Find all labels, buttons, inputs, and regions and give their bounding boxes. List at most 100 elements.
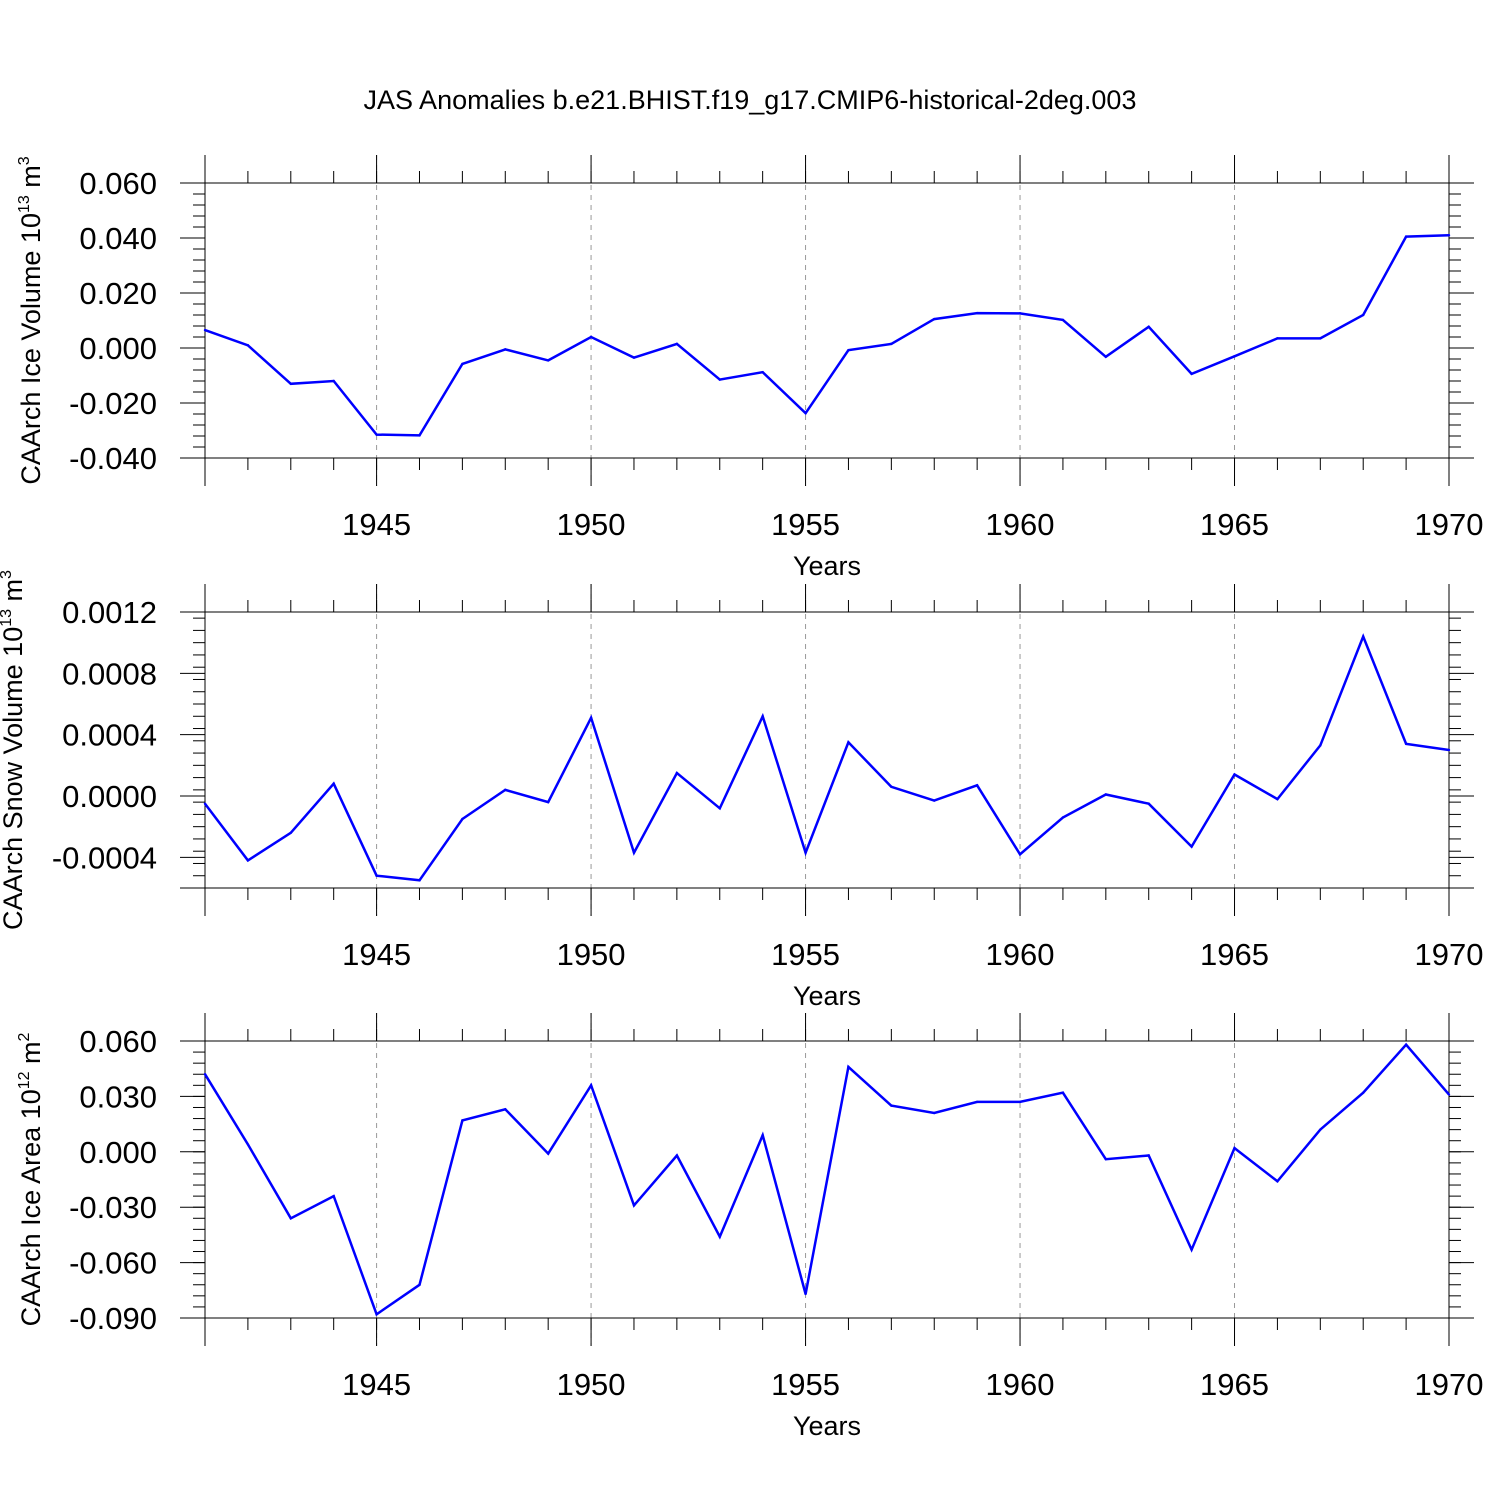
x-tick-label: 1945 (342, 507, 411, 542)
data-point (461, 817, 464, 821)
series-line (204, 633, 1450, 882)
y-tick-label: -0.0004 (52, 840, 157, 875)
y-axis-label-unit-exponent: 2 (16, 1032, 33, 1041)
data-point (418, 879, 421, 882)
y-axis-label-main: CAArch Ice Area 10 (16, 1089, 46, 1326)
data-point (1104, 1157, 1108, 1161)
data-point (1362, 635, 1365, 638)
data-point (1147, 325, 1150, 329)
data-point (1147, 802, 1150, 805)
panel-2: 0.0012 0.0008 0.0004 0.0000 -0.0004 1945 1950 1… (0, 570, 1483, 1011)
data-point (975, 784, 979, 787)
data-point (632, 1204, 636, 1207)
x-tick-label: 1950 (557, 937, 626, 972)
y-tick-label: 0.0008 (62, 656, 157, 691)
data-point (847, 349, 850, 352)
data-point (1104, 355, 1108, 358)
data-point (1061, 318, 1065, 322)
y-tick-label: 0.000 (79, 331, 157, 366)
data-point (1018, 1100, 1022, 1104)
data-point (1018, 312, 1022, 315)
x-axis-label: Years (793, 1411, 861, 1441)
x-tick-label: 1955 (771, 937, 840, 972)
y-tick-label: 0.0004 (62, 718, 157, 753)
data-point (418, 1283, 421, 1286)
data-point (1061, 816, 1065, 819)
x-tick-label: 1955 (771, 507, 840, 542)
data-point (1276, 337, 1279, 340)
y-axis-label-exponent: 12 (16, 1071, 33, 1089)
y-tick-label: 0.0012 (62, 595, 157, 630)
data-point (546, 359, 550, 362)
data-point (1104, 793, 1108, 796)
x-tick-label: 1965 (1200, 937, 1269, 972)
x-tick-label: 1970 (1415, 507, 1484, 542)
data-point (804, 411, 807, 415)
data-point (589, 716, 593, 719)
y-tick-label: -0.040 (69, 441, 157, 476)
data-point (375, 874, 378, 877)
data-point (847, 741, 850, 744)
x-axis-label: Years (793, 981, 861, 1011)
panels: 0.060 0.040 0.020 0.000 -0.020 -0.040 1945 1950… (0, 155, 1483, 1441)
data-point (1319, 337, 1322, 340)
data-point (289, 1217, 292, 1220)
data-point (375, 1313, 378, 1316)
y-axis-label-exponent: 13 (16, 195, 33, 213)
y-axis-label-exponent: 13 (0, 609, 15, 627)
x-tick-label: 1950 (557, 1367, 626, 1402)
y-axis-label-unit-exponent: 3 (16, 156, 33, 165)
y-tick-label: 0.060 (79, 166, 157, 201)
data-point (203, 328, 207, 332)
x-tick-label: 1950 (557, 507, 626, 542)
data-point (718, 1235, 721, 1238)
data-point (1447, 234, 1451, 237)
y-axis-label-main: CAArch Ice Volume 10 (16, 213, 46, 485)
series-line (203, 1042, 1450, 1317)
y-tick-label: -0.090 (69, 1301, 157, 1336)
y-axis-label: CAArch Ice Volume 1013 m3 (16, 156, 46, 484)
data-point (675, 1154, 679, 1157)
x-tick-label: 1960 (986, 507, 1055, 542)
data-point (1190, 845, 1193, 848)
data-point (804, 1292, 807, 1296)
data-point (546, 1152, 550, 1155)
data-point (1447, 1093, 1451, 1096)
y-tick-label: 0.000 (79, 1135, 157, 1170)
x-tick-label: 1945 (342, 1367, 411, 1402)
data-point (804, 851, 807, 854)
y-tick-label: 0.060 (79, 1024, 157, 1059)
data-point (1404, 1043, 1408, 1046)
data-point (761, 371, 764, 374)
data-point (1362, 1091, 1365, 1094)
x-axis-label: Years (793, 551, 861, 581)
data-point (632, 851, 636, 854)
data-point (975, 1100, 979, 1104)
data-point (289, 382, 292, 385)
data-point (1190, 1248, 1193, 1251)
x-tick-label: 1965 (1200, 507, 1269, 542)
x-tick-label: 1960 (986, 937, 1055, 972)
data-point (1190, 372, 1193, 376)
data-point (975, 311, 979, 315)
data-point (1061, 1091, 1065, 1094)
data-point (246, 344, 250, 347)
figure-title: JAS Anomalies b.e21.BHIST.f19_g17.CMIP6-… (364, 85, 1137, 115)
data-point (1447, 748, 1451, 752)
data-point (1147, 1154, 1150, 1157)
data-point (1233, 773, 1236, 776)
data-point (546, 800, 550, 804)
y-axis-label-unit: m (16, 1041, 46, 1071)
x-tick-label: 1960 (986, 1367, 1055, 1402)
data-point (761, 715, 764, 718)
x-tick-label: 1970 (1415, 1367, 1484, 1402)
y-tick-label: 0.020 (79, 276, 157, 311)
data-point (504, 348, 507, 351)
data-point (461, 362, 464, 366)
data-point (1276, 1180, 1279, 1183)
data-point (1362, 313, 1365, 317)
data-point (890, 1104, 893, 1107)
data-point (246, 1143, 250, 1146)
data-point (1404, 742, 1408, 746)
panel-1: 0.060 0.040 0.020 0.000 -0.020 -0.040 1945 1950… (16, 155, 1483, 581)
